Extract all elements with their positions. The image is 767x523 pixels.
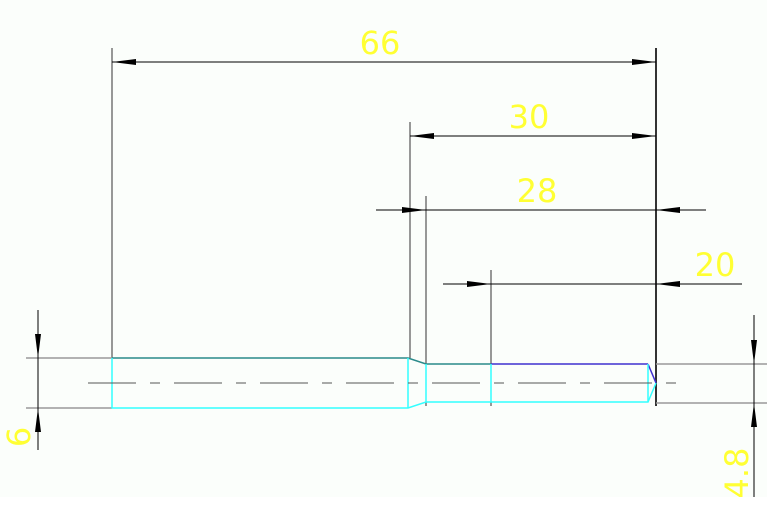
dim-6-label: 6 bbox=[0, 427, 38, 447]
dimension-lines bbox=[35, 59, 757, 497]
extension-lines bbox=[111, 48, 657, 408]
drawing-area bbox=[0, 0, 767, 497]
dim-66-label: 66 bbox=[360, 24, 401, 62]
dim-20-label: 20 bbox=[695, 246, 736, 284]
dim-30-label: 30 bbox=[509, 98, 550, 136]
dim-4.8-label: 4.8 bbox=[718, 448, 756, 499]
dim-28-label: 28 bbox=[517, 172, 558, 210]
